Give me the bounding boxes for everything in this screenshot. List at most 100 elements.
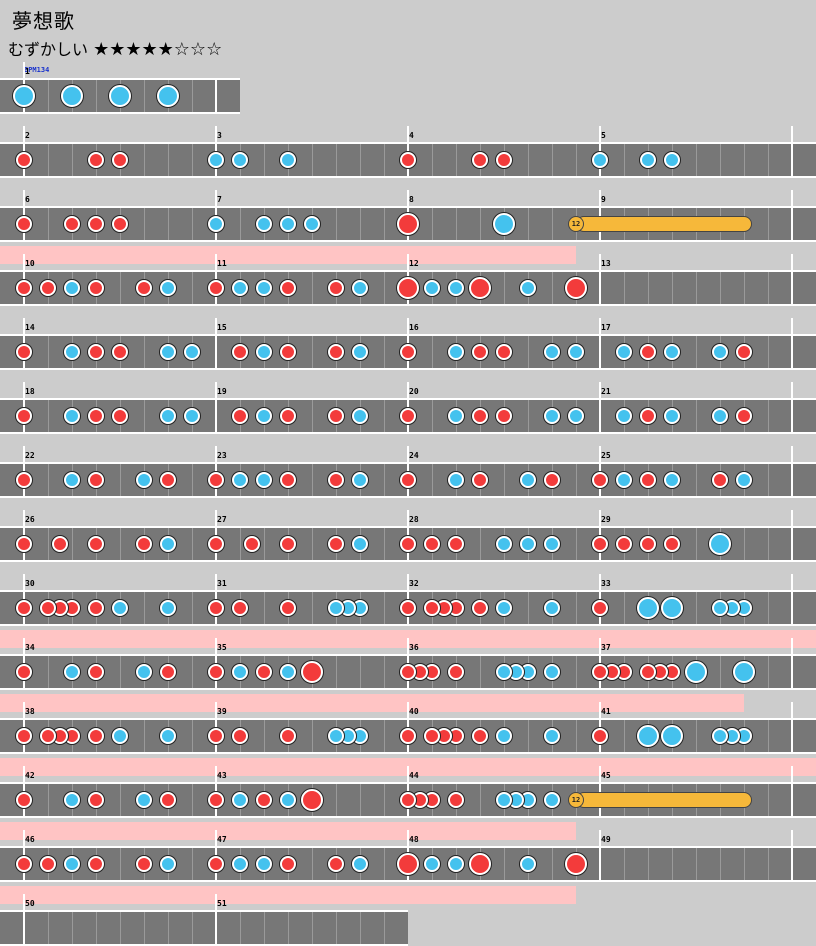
ka-note bbox=[160, 408, 176, 424]
beat-line bbox=[144, 144, 145, 176]
don-note bbox=[544, 472, 560, 488]
measure-number: 28 bbox=[409, 515, 419, 524]
measure-number: 7 bbox=[217, 195, 222, 204]
beat-line bbox=[360, 144, 361, 176]
measure-number: 41 bbox=[601, 707, 611, 716]
bar-line bbox=[791, 638, 793, 690]
measure-number: 13 bbox=[601, 259, 611, 268]
measure-number: 43 bbox=[217, 771, 227, 780]
beat-line bbox=[384, 848, 385, 880]
don-note bbox=[400, 408, 416, 424]
beat-line bbox=[768, 528, 769, 560]
don-note bbox=[592, 472, 608, 488]
ka-note bbox=[616, 472, 632, 488]
beat-line bbox=[768, 848, 769, 880]
ka-note bbox=[448, 344, 464, 360]
don-note bbox=[16, 536, 32, 552]
ka-note bbox=[232, 280, 248, 296]
beat-line bbox=[384, 400, 385, 432]
beat-line bbox=[696, 272, 697, 304]
beat-line bbox=[528, 592, 529, 624]
measure-number: 48 bbox=[409, 835, 419, 844]
beat-line bbox=[720, 656, 721, 688]
don-note bbox=[88, 664, 104, 680]
ka-note bbox=[352, 344, 368, 360]
don-note bbox=[496, 152, 512, 168]
don-note bbox=[136, 856, 152, 872]
beat-line bbox=[648, 272, 649, 304]
ka-note bbox=[664, 152, 680, 168]
beat-line bbox=[648, 848, 649, 880]
beat-line bbox=[768, 464, 769, 496]
ka-note bbox=[712, 728, 728, 744]
beat-line bbox=[264, 592, 265, 624]
don-note bbox=[400, 472, 416, 488]
difficulty-label: むずかしい bbox=[8, 40, 89, 59]
don-note bbox=[16, 600, 32, 616]
gogo-section bbox=[0, 822, 576, 840]
ka-note bbox=[616, 344, 632, 360]
don-note bbox=[712, 472, 728, 488]
beat-line bbox=[48, 208, 49, 240]
ka-note bbox=[136, 472, 152, 488]
measure-number: 23 bbox=[217, 451, 227, 460]
don-big-note bbox=[469, 853, 491, 875]
beat-line bbox=[384, 784, 385, 816]
ka-note bbox=[184, 344, 200, 360]
song-title: 夢想歌 bbox=[12, 9, 75, 33]
ka-note bbox=[352, 280, 368, 296]
beat-line bbox=[360, 656, 361, 688]
bar-line bbox=[599, 830, 601, 882]
don-note bbox=[592, 664, 608, 680]
measure-number: 16 bbox=[409, 323, 419, 332]
beat-line bbox=[576, 144, 577, 176]
ka-note bbox=[544, 408, 560, 424]
difficulty-line: むずかしい ★★★★★☆☆☆ bbox=[8, 36, 222, 60]
don-note bbox=[328, 472, 344, 488]
bar-line bbox=[791, 126, 793, 178]
beat-line bbox=[696, 464, 697, 496]
beat-line bbox=[432, 208, 433, 240]
beat-line bbox=[120, 464, 121, 496]
ka-note bbox=[112, 728, 128, 744]
ka-note bbox=[448, 856, 464, 872]
beat-line bbox=[48, 464, 49, 496]
beat-line bbox=[672, 272, 673, 304]
ka-note bbox=[160, 344, 176, 360]
beat-line bbox=[48, 144, 49, 176]
don-note bbox=[64, 216, 80, 232]
measure-number: 4 bbox=[409, 131, 414, 140]
beat-line bbox=[696, 528, 697, 560]
measure-number: 19 bbox=[217, 387, 227, 396]
don-note bbox=[160, 472, 176, 488]
beat-line bbox=[72, 144, 73, 176]
beat-line bbox=[288, 912, 289, 944]
beat-line bbox=[312, 720, 313, 752]
don-note bbox=[328, 280, 344, 296]
ka-note bbox=[328, 600, 344, 616]
beat-line bbox=[312, 400, 313, 432]
ka-note bbox=[664, 344, 680, 360]
don-note bbox=[112, 216, 128, 232]
beat-line bbox=[144, 208, 145, 240]
beat-line bbox=[144, 80, 145, 112]
ka-note bbox=[208, 152, 224, 168]
ka-big-note bbox=[637, 597, 659, 619]
beat-line bbox=[192, 848, 193, 880]
beat-line bbox=[528, 208, 529, 240]
beat-line bbox=[480, 208, 481, 240]
don-note bbox=[400, 344, 416, 360]
beat-line bbox=[192, 272, 193, 304]
ka-note bbox=[184, 408, 200, 424]
ka-note bbox=[208, 216, 224, 232]
ka-note bbox=[568, 408, 584, 424]
beat-line bbox=[384, 272, 385, 304]
measure-number: 39 bbox=[217, 707, 227, 716]
beat-line bbox=[504, 464, 505, 496]
bar-line bbox=[791, 830, 793, 882]
ka-note bbox=[544, 792, 560, 808]
drumroll-head: 12 bbox=[568, 792, 584, 808]
don-note bbox=[616, 536, 632, 552]
don-big-note bbox=[565, 853, 587, 875]
don-note bbox=[472, 344, 488, 360]
